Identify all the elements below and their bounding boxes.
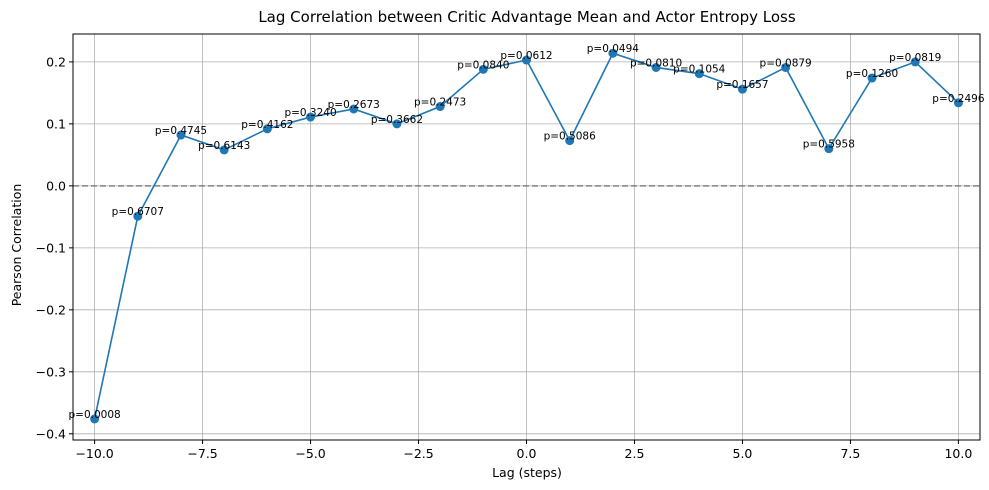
data-point — [737, 84, 747, 94]
x-tick-label: −2.5 — [403, 446, 433, 461]
x-axis-label: Lag (steps) — [492, 465, 562, 480]
data-point — [608, 48, 618, 58]
x-tick-label: 10.0 — [944, 446, 972, 461]
data-point — [781, 62, 791, 72]
p-value-label: p=0.0008 — [68, 409, 120, 421]
correlation-points — [90, 48, 963, 424]
data-point — [522, 55, 531, 65]
y-tick-label: 0.0 — [46, 178, 66, 193]
data-point — [349, 104, 359, 114]
x-tick-label: −10.0 — [75, 446, 113, 461]
p-value-label: p=0.0840 — [457, 59, 509, 71]
data-point — [306, 112, 316, 122]
p-value-label: p=0.4162 — [241, 119, 293, 131]
data-point — [694, 69, 704, 79]
data-point — [90, 414, 100, 424]
data-point — [176, 130, 186, 140]
p-value-label: p=0.0612 — [500, 50, 552, 62]
data-point — [478, 64, 488, 74]
p-value-label: p=0.0819 — [889, 52, 941, 64]
data-point — [219, 145, 229, 155]
p-value-label: p=0.6143 — [198, 140, 250, 152]
p-value-label: p=0.3662 — [371, 114, 423, 126]
x-axis-ticks: −10.0 −7.5 −5.0 −2.5 0.0 2.5 5.0 7.5 10.0 — [75, 440, 972, 461]
data-point — [435, 102, 445, 112]
x-tick-label: 7.5 — [840, 446, 860, 461]
p-value-label: p=0.0494 — [587, 43, 640, 55]
y-tick-label: 0.2 — [46, 54, 66, 69]
x-tick-label: −7.5 — [187, 446, 217, 461]
data-point — [867, 73, 877, 83]
p-value-label: p=0.4745 — [155, 125, 207, 137]
p-value-annotations: p=0.0008 p=0.6707 p=0.4745 p=0.6143 p=0.4162… — [68, 43, 984, 421]
p-value-label: p=0.1260 — [846, 68, 898, 80]
y-tick-label: −0.3 — [36, 364, 66, 379]
data-point — [910, 57, 920, 67]
p-value-label: p=0.5086 — [544, 131, 597, 143]
data-point — [392, 119, 402, 129]
y-axis-label: Pearson Correlation — [9, 184, 24, 307]
p-value-label: p=0.3240 — [284, 107, 336, 119]
data-point — [824, 144, 834, 154]
p-value-label: p=0.0879 — [760, 57, 812, 69]
y-tick-label: −0.1 — [36, 240, 66, 255]
x-tick-label: −5.0 — [295, 446, 325, 461]
data-point — [651, 62, 661, 72]
p-value-label: p=0.1054 — [673, 64, 726, 76]
p-value-label: p=0.2473 — [414, 97, 466, 109]
chart-title: Lag Correlation between Critic Advantage… — [258, 8, 796, 26]
y-tick-label: −0.2 — [36, 302, 66, 317]
y-axis-ticks: −0.4 −0.3 −0.2 −0.1 0.0 0.1 0.2 — [36, 54, 73, 441]
y-tick-label: 0.1 — [46, 116, 66, 131]
p-value-label: p=0.1657 — [716, 79, 768, 91]
data-point — [565, 136, 575, 146]
p-value-label: p=0.6707 — [112, 206, 164, 218]
x-tick-label: 2.5 — [625, 446, 645, 461]
p-value-label: p=0.2496 — [932, 93, 985, 105]
p-value-label: p=0.5958 — [803, 139, 855, 151]
data-point — [133, 211, 143, 221]
data-point — [262, 124, 272, 134]
data-point — [953, 98, 963, 108]
x-tick-label: 0.0 — [517, 446, 537, 461]
p-value-label: p=0.0810 — [630, 57, 682, 69]
p-value-label: p=0.2673 — [328, 99, 380, 111]
x-tick-label: 5.0 — [733, 446, 753, 461]
y-tick-label: −0.4 — [36, 426, 66, 441]
